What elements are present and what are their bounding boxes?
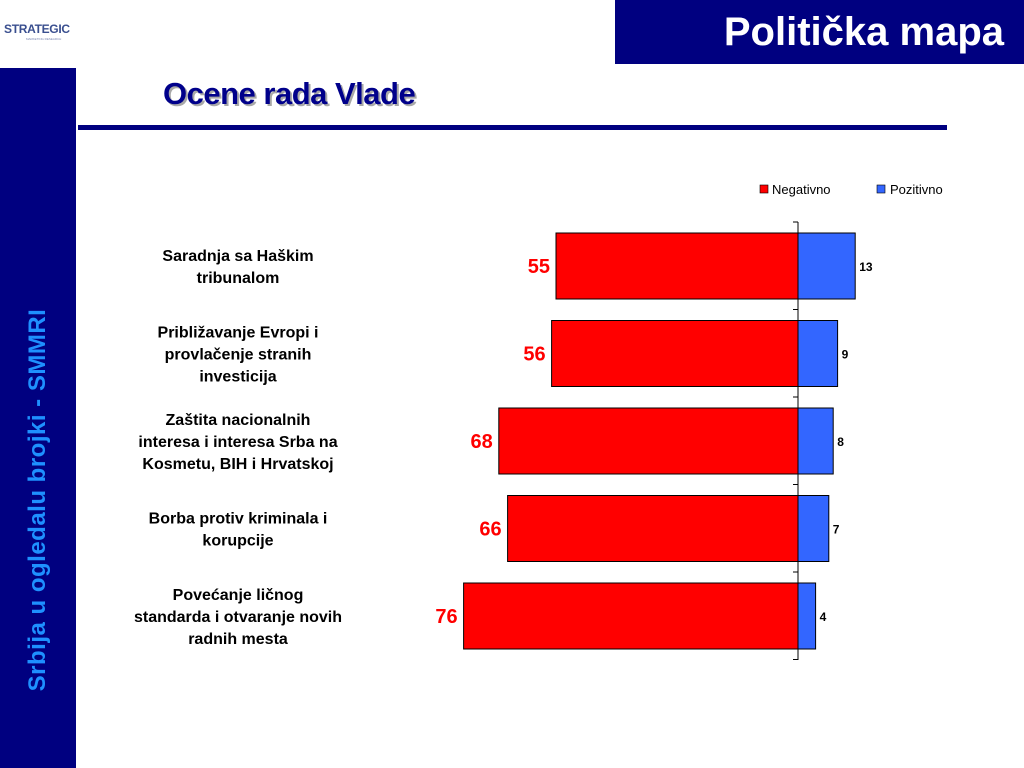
bar-negativno [555,232,799,300]
sidebar-banner: Srbija u ogledalu brojki - SMMRI [0,68,76,768]
data-label-pozitivno: 4 [820,610,827,624]
legend-label-pozitivno: Pozitivno [890,182,943,197]
data-label-pozitivno: 8 [837,435,844,449]
header-title: Politička mapa [723,9,1004,54]
data-label-negativno: 66 [479,519,501,541]
category-label: Zaštita nacionalnih interesa i interesa S… [138,412,337,473]
logo-text: STRATEGIC [4,22,70,36]
data-label-negativno: 55 [528,256,550,278]
logo-subtext: MARKETING RESEARCH [26,37,62,41]
title-divider [78,125,947,130]
bar-negativno [463,582,799,650]
bar-pozitivno [797,495,830,562]
data-label-negativno: 56 [523,344,545,366]
bar-pozitivno [797,582,817,650]
legend-label-negativno: Negativno [772,182,831,197]
category-label: Saradnja sa Haškim tribunalom [162,248,313,287]
category-label: Borba protiv kriminala i korupcije [149,511,328,550]
bar-negativno [551,320,799,387]
data-label-pozitivno: 7 [833,523,840,537]
strategic-logo: STRATEGIC MARKETING RESEARCH [0,0,80,64]
slide-title: Ocene rada Vlade [163,76,416,111]
data-label-negativno: 68 [471,431,493,453]
category-label: Povećanje ličnog standarda i otvaranje no… [134,587,342,648]
legend-swatch-negativno [759,184,769,194]
data-label-pozitivno: 13 [859,260,873,274]
category-label: Približavanje Evropi i provlačenje strani… [158,325,319,386]
bar-pozitivno [797,320,839,387]
data-label-pozitivno: 9 [842,348,849,362]
legend-swatch-pozitivno [876,184,886,194]
data-label-negativno: 76 [435,606,457,628]
header-title-box: Politička mapa [615,0,1024,64]
bar-pozitivno [797,407,834,475]
bar-negativno [507,495,799,562]
bar-negativno [498,407,799,475]
bar-pozitivno [797,232,856,300]
